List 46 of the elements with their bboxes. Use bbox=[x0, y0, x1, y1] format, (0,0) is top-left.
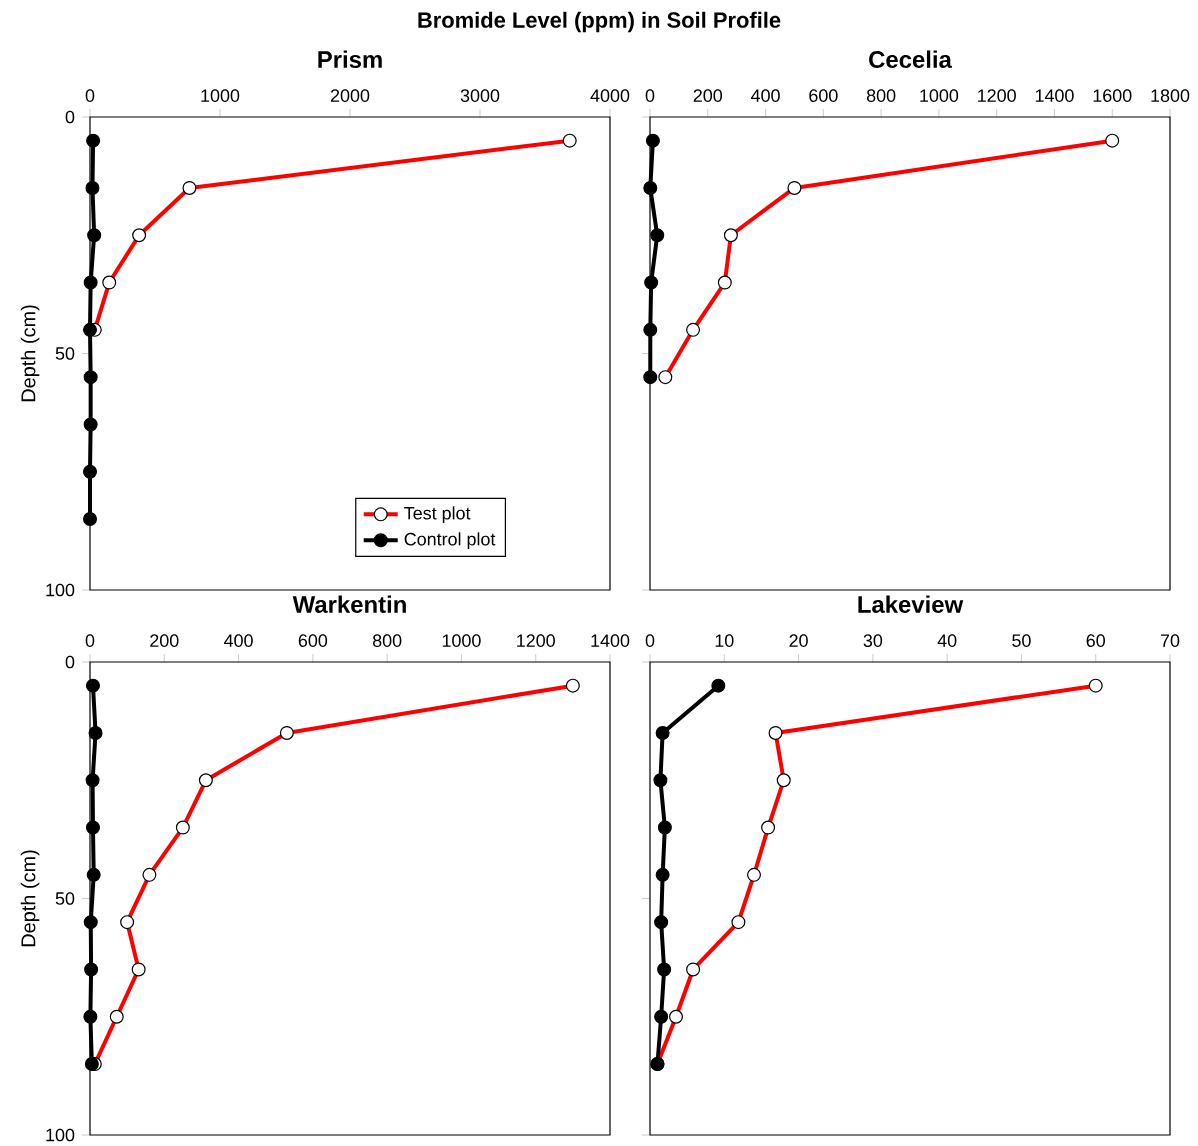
x-tick-label: 600 bbox=[298, 634, 328, 647]
x-tick-label: 1600 bbox=[1093, 89, 1132, 102]
x-tick-label: 20 bbox=[789, 634, 808, 647]
x-tick-label: 70 bbox=[1160, 634, 1180, 647]
x-tick-label: 600 bbox=[809, 89, 838, 102]
y-axis-title: Depth (cm) bbox=[20, 850, 40, 947]
x-tick-label: 1000 bbox=[920, 89, 959, 102]
x-tick-label: 0 bbox=[645, 634, 655, 647]
x-tick-label: 10 bbox=[715, 634, 734, 647]
x-tick-label: 0 bbox=[85, 634, 95, 647]
x-tick-label: 0 bbox=[645, 89, 655, 102]
x-tick-label: 1200 bbox=[978, 89, 1016, 102]
y-tick-label: 100 bbox=[46, 583, 75, 597]
x-tick-label: 1200 bbox=[517, 634, 555, 647]
x-tick-label: 2000 bbox=[330, 89, 370, 102]
text: Bromide Level (ppm) in Soil Profile bbox=[418, 11, 781, 33]
x-tick-label: 50 bbox=[1012, 634, 1031, 647]
chart-title: Cecelia bbox=[869, 50, 953, 68]
y-tick-label: 0 bbox=[65, 655, 75, 669]
legend-label: Test plot bbox=[404, 506, 471, 524]
x-tick-label: 200 bbox=[150, 634, 179, 647]
x-tick-label: 3000 bbox=[460, 89, 500, 102]
y-tick-label: 100 bbox=[46, 1128, 75, 1142]
x-tick-label: 1800 bbox=[1151, 89, 1190, 102]
x-tick-label: 400 bbox=[224, 634, 253, 647]
x-tick-label: 60 bbox=[1086, 634, 1105, 647]
x-tick-label: 1400 bbox=[591, 634, 630, 647]
x-tick-label: 40 bbox=[937, 634, 957, 647]
x-tick-label: 1400 bbox=[1035, 89, 1074, 102]
y-axis-title: Depth (cm) bbox=[20, 305, 40, 402]
x-tick-label: 0 bbox=[85, 89, 95, 102]
y-tick-label: 0 bbox=[65, 110, 75, 124]
y-tick-label: 50 bbox=[55, 347, 75, 360]
chart-title: Lakeview bbox=[858, 595, 964, 613]
legend-label: Control plot bbox=[404, 532, 496, 550]
x-tick-label: 1000 bbox=[201, 89, 240, 102]
x-tick-label: 400 bbox=[751, 89, 780, 102]
chart-title: Warkentin bbox=[292, 595, 406, 613]
chart-title: Prism bbox=[318, 50, 382, 68]
x-tick-label: 30 bbox=[863, 634, 883, 647]
x-tick-label: 800 bbox=[372, 634, 402, 647]
x-tick-label: 200 bbox=[693, 89, 723, 102]
x-tick-label: 800 bbox=[866, 89, 896, 102]
x-tick-label: 1000 bbox=[442, 634, 481, 647]
y-tick-label: 50 bbox=[55, 892, 75, 905]
x-tick-label: 4000 bbox=[590, 89, 630, 102]
